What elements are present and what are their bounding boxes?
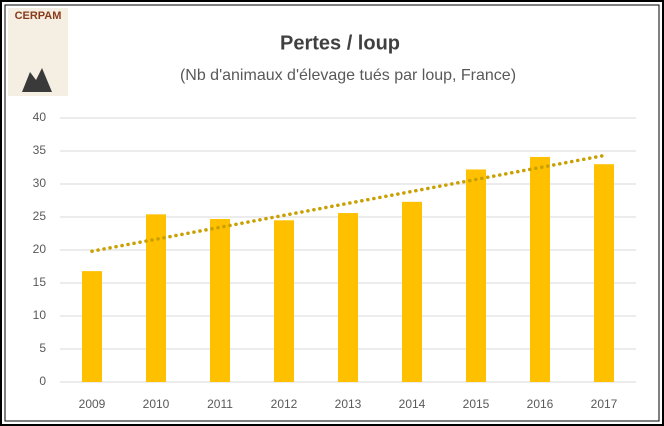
bar: [82, 271, 102, 382]
logo-icon: [22, 68, 52, 92]
x-tick-label: 2012: [271, 397, 298, 411]
inner-border: [4, 4, 660, 422]
bar: [274, 220, 294, 382]
bar: [466, 169, 486, 382]
y-tick-label: 0: [39, 374, 46, 388]
bar: [402, 201, 422, 382]
x-tick-label: 2015: [463, 397, 490, 411]
y-tick-label: 40: [33, 110, 47, 124]
bar: [146, 214, 166, 382]
bar: [530, 156, 550, 382]
y-tick-label: 10: [33, 308, 47, 322]
chart-title: Pertes / loup: [280, 32, 400, 54]
bar: [210, 218, 230, 382]
x-tick-label: 2011: [207, 397, 233, 411]
y-tick-label: 15: [33, 275, 47, 289]
x-tick-label: 2014: [399, 397, 426, 411]
x-tick-label: 2009: [79, 397, 106, 411]
y-tick-label: 20: [33, 242, 47, 256]
y-tick-label: 5: [39, 341, 46, 355]
x-tick-label: 2010: [143, 397, 170, 411]
x-tick-label: 2017: [591, 397, 618, 411]
bar: [338, 213, 358, 382]
y-tick-label: 35: [33, 143, 47, 157]
bar: [594, 164, 614, 382]
logo-text: CERPAM: [15, 10, 62, 22]
y-tick-label: 30: [33, 176, 47, 190]
y-tick-label: 25: [33, 209, 47, 223]
logo: CERPAM: [8, 8, 68, 96]
trendline: [90, 153, 606, 253]
x-tick-label: 2013: [335, 397, 362, 411]
x-tick-label: 2016: [527, 397, 554, 411]
chart-subtitle: (Nb d'animaux d'élevage tués par loup, F…: [180, 67, 516, 84]
